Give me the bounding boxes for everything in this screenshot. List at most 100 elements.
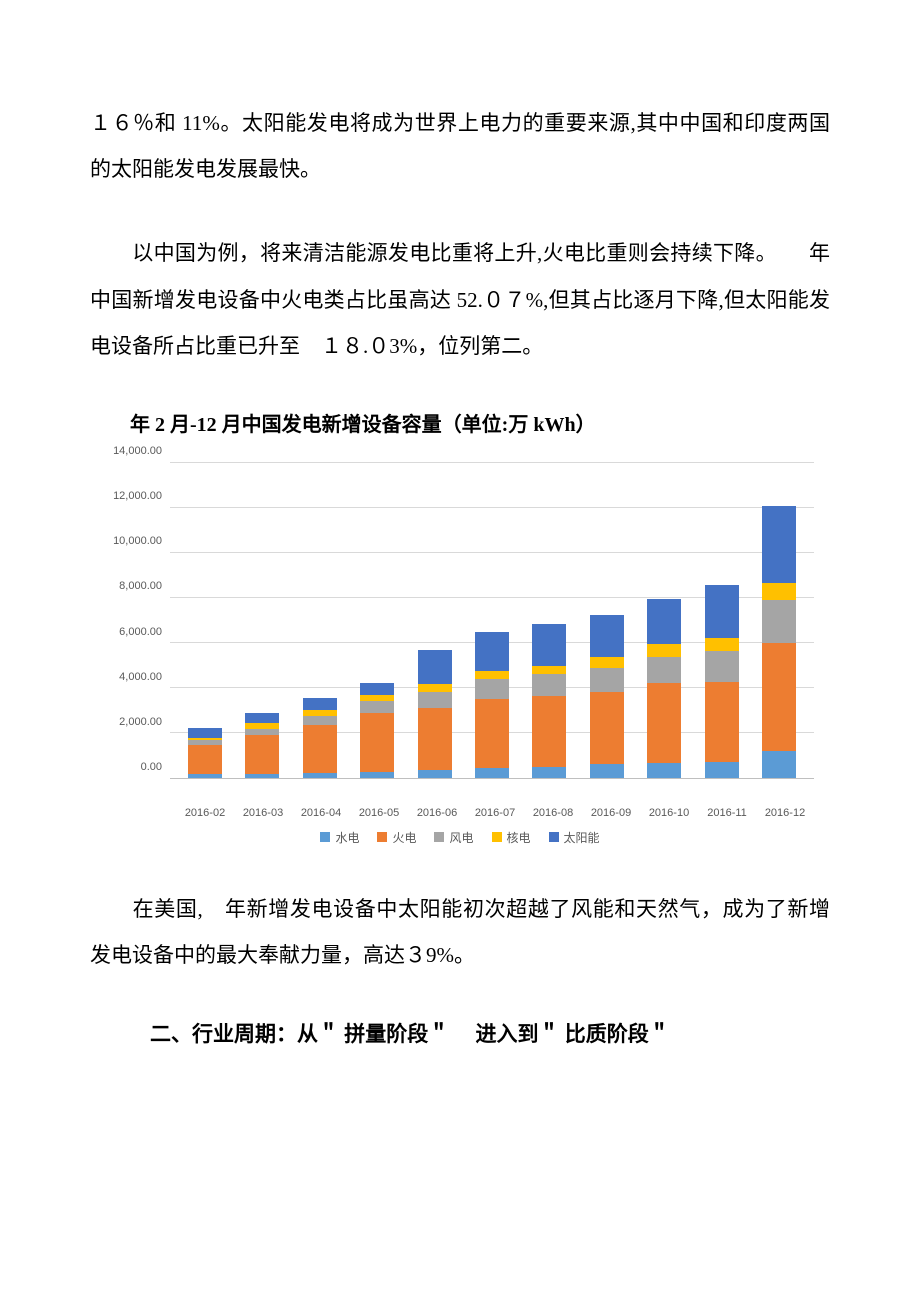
chart-title: 年 2 月-12 月中国发电新增设备容量（单位:万 kWh） (130, 407, 830, 443)
chart-legend: 水电 火电 风电 核电 太阳能 (100, 829, 820, 846)
capacity-chart: 0.00 2,000.00 4,000.00 6,000.00 8,000.00 10,0… (100, 463, 820, 846)
chart-y-tick-label: 4,000.00 (100, 671, 162, 683)
chart-y-tick-label: 0.00 (100, 761, 162, 773)
chart-bar-column (348, 463, 405, 778)
chart-bar-column (233, 463, 290, 778)
chart-bar-segment (418, 708, 452, 771)
chart-bar-segment (188, 728, 222, 738)
chart-bar-segment (303, 773, 337, 778)
chart-bar-segment (245, 774, 279, 778)
chart-bar-segment (647, 763, 681, 778)
chart-x-tick-label: 2016-09 (582, 807, 640, 819)
chart-bar-segment (532, 674, 566, 696)
chart-bar-column (578, 463, 635, 778)
chart-bar-segment (762, 643, 796, 751)
chart-bar-column (291, 463, 348, 778)
chart-x-tick-label: 2016-06 (408, 807, 466, 819)
chart-bar-segment (532, 696, 566, 767)
chart-bar-column (636, 463, 693, 778)
chart-legend-item: 风电 (434, 829, 473, 846)
chart-plot-area (170, 463, 814, 779)
chart-bar-segment (647, 599, 681, 644)
chart-bar-segment (762, 506, 796, 583)
chart-bar-segment (418, 650, 452, 684)
chart-bar-segment (762, 751, 796, 778)
chart-y-tick-label: 2,000.00 (100, 716, 162, 728)
chart-bar-segment (475, 768, 509, 777)
chart-bar-segment (705, 585, 739, 638)
chart-bar-segment (475, 699, 509, 769)
chart-bar-segment (360, 683, 394, 696)
chart-bar-segment (188, 745, 222, 774)
chart-bar-column (693, 463, 750, 778)
chart-bar-segment (705, 682, 739, 762)
chart-legend-label: 核电 (507, 829, 531, 846)
chart-legend-item: 水电 (320, 829, 359, 846)
chart-x-tick-label: 2016-05 (350, 807, 408, 819)
chart-bar-segment (532, 767, 566, 778)
chart-bar-segment (475, 632, 509, 671)
chart-bar-segment (360, 701, 394, 713)
chart-legend-item: 太阳能 (549, 829, 600, 846)
chart-x-tick-label: 2016-12 (756, 807, 814, 819)
chart-bar-segment (762, 600, 796, 643)
chart-legend-item: 火电 (377, 829, 416, 846)
chart-bar-segment (188, 774, 222, 778)
chart-bar-column (176, 463, 233, 778)
chart-x-tick-label: 2016-08 (524, 807, 582, 819)
chart-bar-segment (590, 668, 624, 692)
chart-legend-label: 太阳能 (564, 829, 600, 846)
chart-bar-segment (647, 657, 681, 684)
chart-x-tick-label: 2016-10 (640, 807, 698, 819)
chart-bar-column (521, 463, 578, 778)
chart-legend-label: 风电 (449, 829, 473, 846)
chart-legend-item: 核电 (492, 829, 531, 846)
chart-bar-segment (590, 692, 624, 765)
chart-x-tick-label: 2016-02 (176, 807, 234, 819)
chart-bar-segment (245, 713, 279, 723)
chart-bar-segment (245, 735, 279, 773)
chart-legend-swatch (320, 832, 330, 842)
body-paragraph-2: 以中国为例，将来清洁能源发电比重将上升,火电比重则会持续下降。 年中国新增发电设… (90, 230, 830, 369)
chart-x-axis: 2016-022016-032016-042016-052016-062016-… (100, 803, 820, 819)
chart-bar-segment (418, 692, 452, 707)
chart-legend-swatch (377, 832, 387, 842)
chart-bar-segment (590, 764, 624, 778)
chart-legend-swatch (549, 832, 559, 842)
chart-y-tick-label: 6,000.00 (100, 626, 162, 638)
chart-x-tick-label: 2016-04 (292, 807, 350, 819)
chart-legend-label: 火电 (392, 829, 416, 846)
chart-bar-segment (647, 683, 681, 763)
chart-y-tick-label: 14,000.00 (100, 445, 162, 457)
chart-bar-segment (303, 725, 337, 772)
chart-bar-column (406, 463, 463, 778)
chart-legend-swatch (434, 832, 444, 842)
section-heading: 二、行业周期：从＂ 拼量阶段＂ 进入到＂ 比质阶段＂ (150, 1016, 830, 1054)
chart-bar-segment (475, 679, 509, 698)
chart-bar-segment (475, 671, 509, 679)
chart-x-tick-label: 2016-07 (466, 807, 524, 819)
chart-bar-segment (532, 666, 566, 674)
chart-y-tick-label: 8,000.00 (100, 580, 162, 592)
chart-y-tick-label: 10,000.00 (100, 535, 162, 547)
chart-bar-segment (705, 762, 739, 778)
chart-y-tick-label: 12,000.00 (100, 490, 162, 502)
chart-bar-segment (245, 729, 279, 736)
chart-bar-segment (418, 684, 452, 692)
chart-bar-column (751, 463, 808, 778)
chart-bar-segment (418, 770, 452, 778)
body-paragraph-1: １６％和 11%。太阳能发电将成为世界上电力的重要来源,其中中国和印度两国的太阳… (90, 100, 830, 192)
chart-x-tick-label: 2016-03 (234, 807, 292, 819)
body-paragraph-2-text: 以中国为例，将来清洁能源发电比重将上升,火电比重则会持续下降。 年中国新增发电设… (90, 241, 830, 357)
chart-bar-column (463, 463, 520, 778)
chart-x-tick-label: 2016-11 (698, 807, 756, 819)
chart-bar-segment (590, 615, 624, 657)
body-paragraph-3-text: 在美国, 年新增发电设备中太阳能初次超越了风能和天然气，成为了新增发电设备中的最… (90, 897, 830, 967)
chart-bar-segment (705, 651, 739, 682)
chart-bar-segment (705, 638, 739, 651)
chart-bar-segment (360, 772, 394, 778)
chart-bar-segment (360, 713, 394, 772)
chart-bar-segment (590, 657, 624, 668)
chart-bar-segment (647, 644, 681, 657)
chart-legend-swatch (492, 832, 502, 842)
